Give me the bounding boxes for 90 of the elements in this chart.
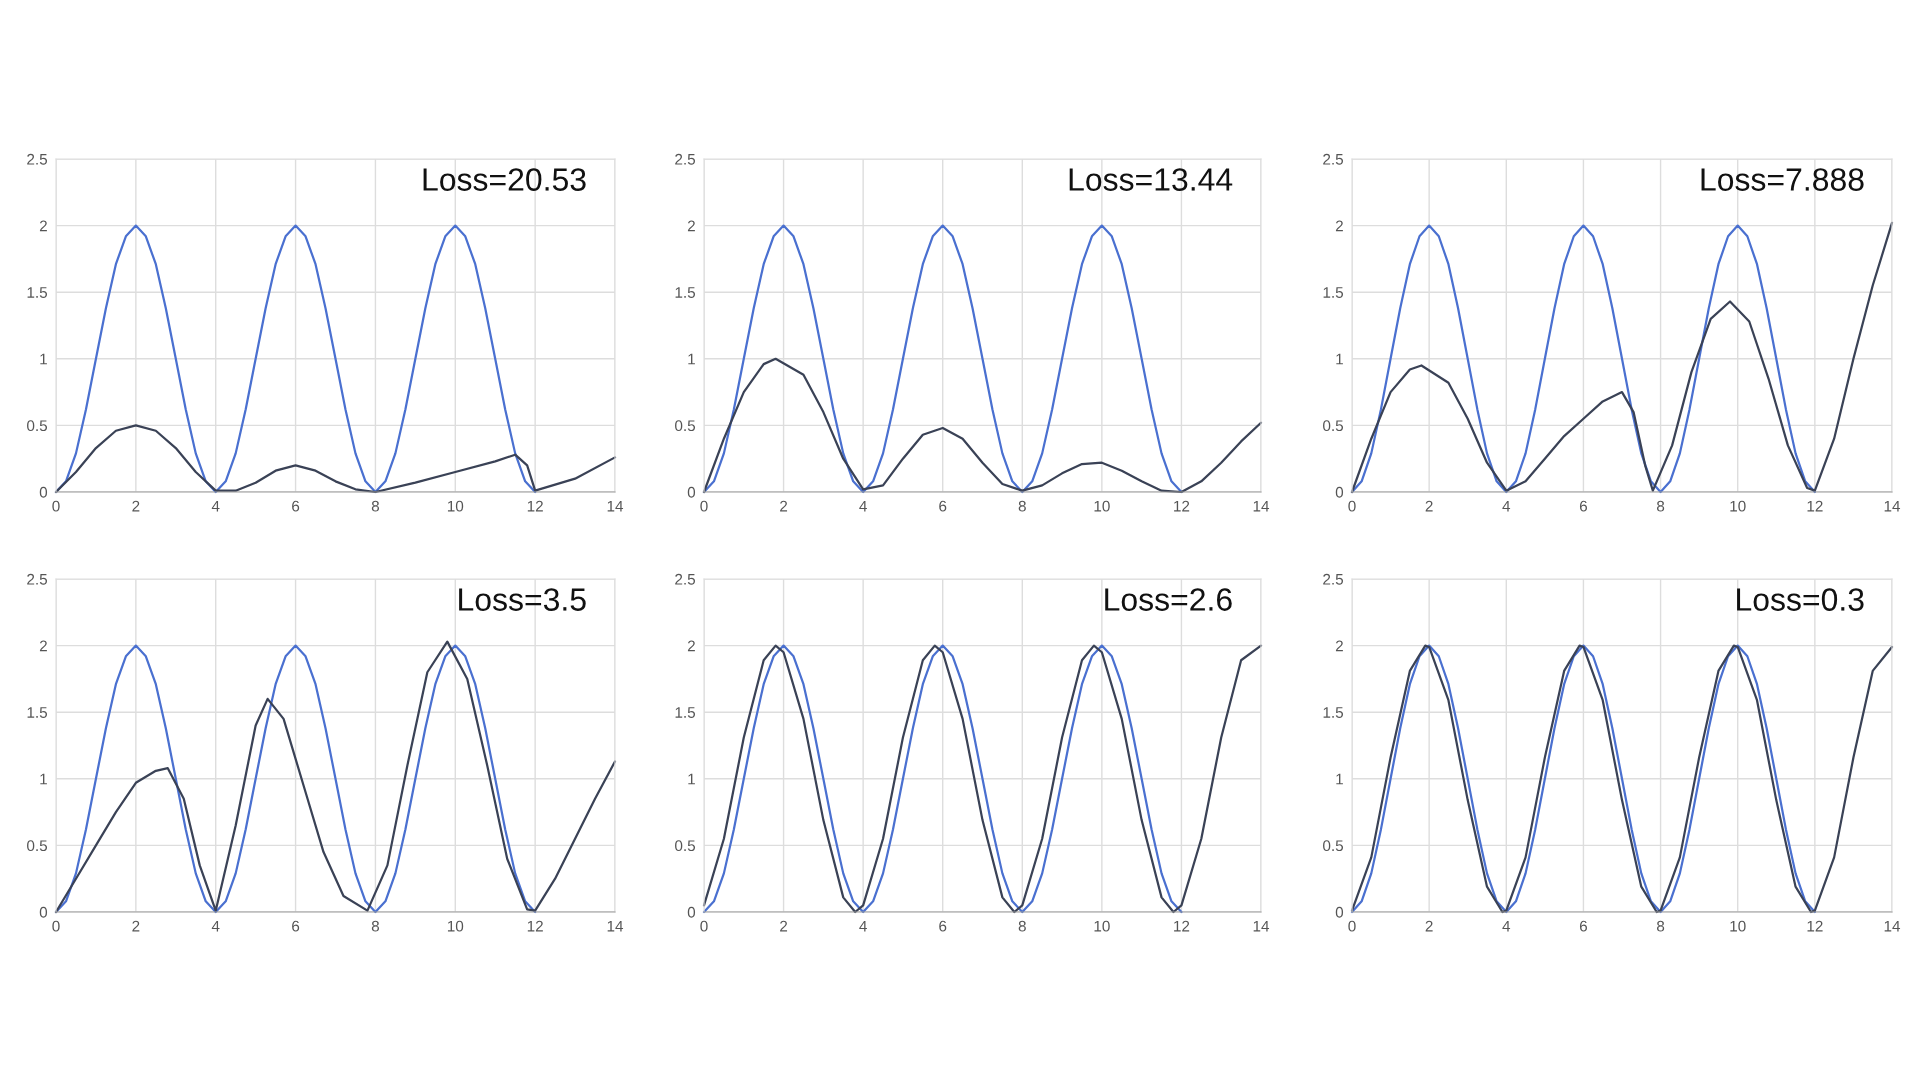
y-tick-label: 1.5: [27, 287, 48, 298]
x-tick-label: 12: [527, 500, 543, 512]
y-tick-label: 2: [39, 640, 47, 652]
y-tick-label: 0.5: [1323, 840, 1344, 852]
x-tick-label: 12: [1174, 920, 1190, 932]
x-tick-label: 4: [859, 500, 867, 512]
x-tick-label: 4: [211, 500, 220, 512]
x-tick-label: 14: [1253, 920, 1270, 932]
x-tick-label: 0: [52, 920, 60, 932]
x-tick-label: 0: [700, 920, 708, 932]
y-tick-label: 2: [1335, 220, 1343, 232]
x-tick-label: 4: [211, 920, 220, 932]
x-tick-label: 10: [1730, 500, 1746, 512]
x-tick-label: 0: [700, 500, 708, 512]
x-tick-label: 4: [1502, 920, 1511, 932]
x-tick-label: 2: [132, 920, 140, 932]
x-tick-label: 0: [52, 500, 60, 512]
x-tick-label: 14: [1253, 500, 1270, 512]
annotation: Loss=20.53: [423, 168, 586, 191]
y-tick-label: 2: [687, 220, 695, 232]
y-tick-label: 2.5: [27, 153, 48, 165]
x-tick-label: 2: [1425, 920, 1433, 932]
x-tick-label: 10: [447, 500, 464, 512]
y-tick-label: 0: [39, 906, 48, 918]
annotation: Loss=7.888: [1701, 168, 1864, 191]
y-tick-label: 1: [40, 773, 47, 785]
y-tick-label: 1.5: [675, 707, 696, 718]
y-tick-label: 2: [687, 640, 695, 652]
y-tick-label: 2: [1335, 640, 1343, 652]
x-tick-label: 10: [1094, 920, 1110, 932]
y-tick-label: 1.5: [675, 287, 696, 298]
x-tick-label: 8: [1656, 500, 1665, 512]
x-tick-label: 2: [132, 500, 140, 512]
y-tick-label: 1: [1336, 773, 1343, 785]
x-tick-label: 2: [780, 920, 788, 932]
y-tick-label: 2.5: [675, 573, 696, 585]
y-tick-label: 2.5: [1323, 153, 1344, 165]
x-tick-label: 6: [292, 500, 300, 512]
y-tick-label: 0: [39, 486, 48, 498]
x-tick-label: 14: [607, 920, 624, 932]
x-tick-label: 8: [371, 920, 380, 932]
y-tick-label: 1: [40, 353, 47, 365]
y-tick-label: 2.5: [27, 573, 48, 585]
x-tick-label: 4: [859, 920, 867, 932]
y-tick-label: 1: [688, 773, 695, 785]
x-tick-label: 2: [1425, 500, 1433, 512]
y-tick-label: 0.5: [27, 840, 48, 852]
x-tick-label: 6: [1579, 500, 1588, 512]
x-tick-label: 6: [939, 920, 947, 932]
y-tick-label: 1: [1336, 353, 1343, 365]
x-tick-label: 8: [1018, 500, 1026, 512]
x-tick-label: 10: [1730, 920, 1746, 932]
x-tick-label: 12: [1174, 500, 1190, 512]
annotation: Loss=3.5: [459, 588, 586, 611]
x-tick-label: 12: [1807, 500, 1823, 512]
x-tick-label: 12: [1807, 920, 1823, 932]
x-tick-label: 2: [780, 500, 788, 512]
y-tick-label: 0: [1335, 906, 1344, 918]
y-tick-label: 0: [687, 486, 696, 498]
y-tick-label: 2.5: [675, 153, 696, 165]
x-tick-label: 0: [1348, 920, 1356, 932]
y-tick-label: 0.5: [27, 420, 48, 432]
annotation: Loss=13.44: [1069, 168, 1233, 191]
y-tick-label: 0.5: [1323, 420, 1344, 432]
x-tick-label: 12: [527, 920, 543, 932]
x-tick-label: 10: [447, 920, 464, 932]
x-tick-label: 14: [607, 500, 624, 512]
x-tick-label: 6: [1579, 920, 1588, 932]
x-tick-label: 14: [1884, 920, 1901, 932]
annotation: Loss=2.6: [1105, 588, 1232, 611]
y-tick-label: 0: [1335, 486, 1344, 498]
y-tick-label: 1.5: [27, 707, 48, 718]
y-tick-label: 0: [687, 906, 696, 918]
x-tick-label: 4: [1502, 500, 1511, 512]
x-tick-label: 6: [939, 500, 947, 512]
y-tick-label: 1.5: [1323, 287, 1344, 298]
x-tick-label: 10: [1094, 500, 1110, 512]
x-tick-label: 6: [292, 920, 300, 932]
x-tick-label: 8: [1018, 920, 1026, 932]
y-tick-label: 2.5: [1323, 573, 1344, 585]
y-tick-label: 1: [688, 353, 695, 365]
y-tick-label: 2: [39, 220, 47, 232]
x-tick-label: 8: [371, 500, 380, 512]
annotation: Loss=0.3: [1737, 588, 1864, 611]
y-tick-label: 0.5: [675, 840, 696, 852]
x-tick-label: 14: [1884, 500, 1901, 512]
x-tick-label: 0: [1348, 500, 1356, 512]
y-tick-label: 0.5: [675, 420, 696, 432]
x-tick-label: 8: [1656, 920, 1665, 932]
y-tick-label: 1.5: [1323, 707, 1344, 718]
